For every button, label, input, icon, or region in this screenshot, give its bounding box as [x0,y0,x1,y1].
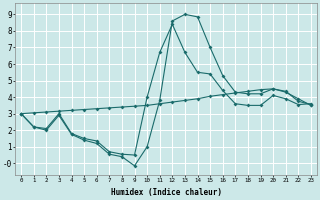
X-axis label: Humidex (Indice chaleur): Humidex (Indice chaleur) [110,188,221,197]
